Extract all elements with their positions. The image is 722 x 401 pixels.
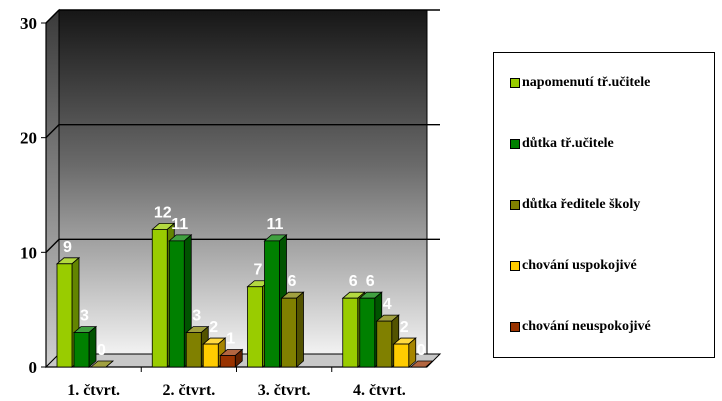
gridline xyxy=(45,238,60,253)
x-tick-label: 3. čtvrt. xyxy=(258,382,311,399)
x-tick-label: 1. čtvrt. xyxy=(67,382,120,399)
legend-label: chování neuspokojivé xyxy=(522,319,651,334)
data-label: 4 xyxy=(383,296,392,313)
y-tick-label: 0 xyxy=(29,358,38,377)
x-tick-label: 2. čtvrt. xyxy=(162,382,215,399)
legend-label: důtka tř.učitele xyxy=(522,136,614,151)
legend-swatch xyxy=(510,200,520,210)
legend-item-dutka-tr-ucitele: důtka tř.učitele xyxy=(510,136,614,152)
legend-swatch xyxy=(510,78,520,88)
data-label: 3 xyxy=(192,308,201,325)
data-label: 7 xyxy=(254,262,263,279)
legend-swatch xyxy=(510,261,520,271)
bar-chovani-uspokojive xyxy=(202,337,227,368)
data-label: 6 xyxy=(366,273,375,290)
gridlines xyxy=(45,9,440,253)
data-label: 2 xyxy=(209,319,218,336)
legend-item-napomenuti-tr-ucitele: napomenutí tř.učitele xyxy=(510,75,650,91)
legend-swatch xyxy=(510,322,520,332)
y-tick-label: 20 xyxy=(20,129,37,148)
y-tick-label: 10 xyxy=(20,243,37,262)
data-label: 0 xyxy=(97,342,106,359)
data-label: 2 xyxy=(400,319,409,336)
legend-label: napomenutí tř.učitele xyxy=(522,75,651,90)
gridline xyxy=(45,9,60,24)
bar-dutka-reditele-skoly xyxy=(89,360,115,368)
x-tick-label: 4. čtvrt. xyxy=(353,382,406,399)
legend-swatch xyxy=(510,139,520,149)
bars xyxy=(55,222,434,368)
legend-label: důtka ředitele školy xyxy=(522,197,641,212)
y-tick-label: 30 xyxy=(20,14,37,33)
data-label: 9 xyxy=(63,239,72,256)
legend-label: chování uspokojivé xyxy=(522,258,637,273)
legend-item-dutka-reditele-skoly: důtka ředitele školy xyxy=(510,197,640,213)
data-label: 12 xyxy=(154,204,172,221)
legend-item-chovani-uspokojive: chování uspokojivé xyxy=(510,258,637,274)
data-label: 11 xyxy=(267,216,284,233)
data-label: 0 xyxy=(417,342,426,359)
legend: napomenutí tř.učitele důtka tř.učitele důt… xyxy=(493,52,715,358)
gridline xyxy=(45,124,60,139)
data-label: 6 xyxy=(349,273,358,290)
data-label: 1 xyxy=(226,331,235,348)
bar-chovani-neuspokojive xyxy=(409,360,434,368)
bar-chovani-uspokojive xyxy=(392,337,417,368)
bar-dutka-tr-ucitele xyxy=(72,325,98,368)
data-label: 6 xyxy=(288,273,297,290)
bar-dutka-reditele-skoly xyxy=(280,291,305,368)
legend-item-chovani-neuspokojive: chování neuspokojivé xyxy=(510,319,651,335)
bar-chovani-neuspokojive xyxy=(219,348,244,368)
data-label: 11 xyxy=(171,216,188,233)
data-label: 3 xyxy=(80,308,89,325)
